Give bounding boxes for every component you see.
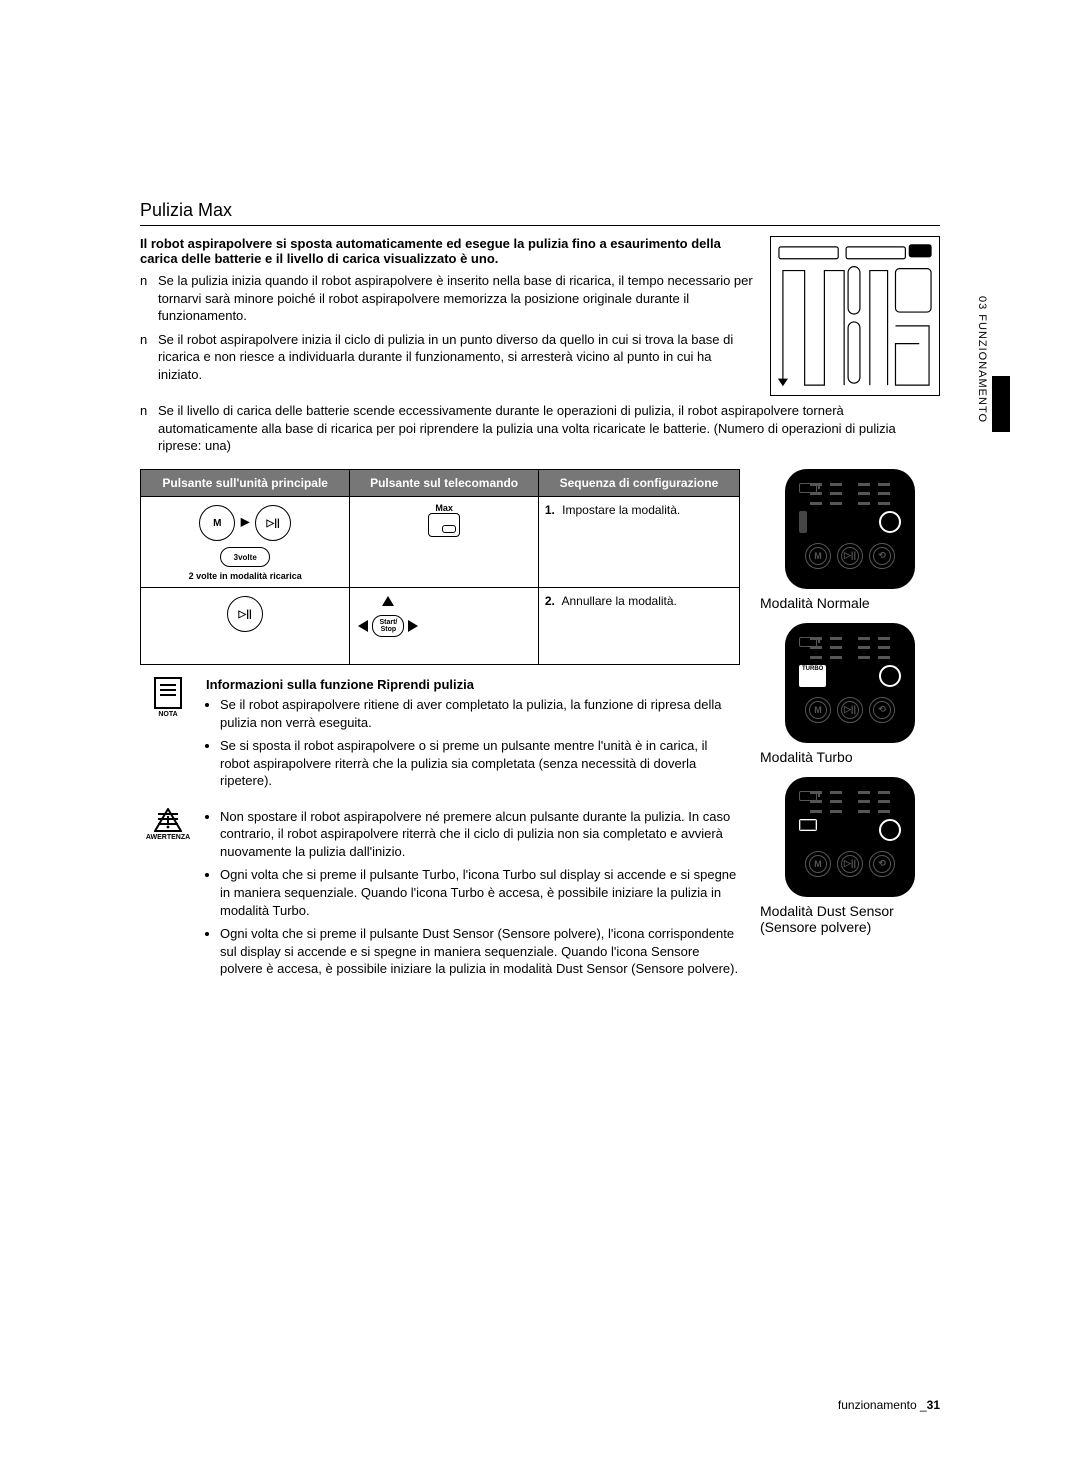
arrow-icon: ▶	[241, 515, 250, 529]
display-panel-turbo: TURBO M▷||⟲	[785, 623, 915, 743]
bullet-text: Se la pulizia inizia quando il robot asp…	[158, 272, 754, 325]
cleaning-pattern-diagram	[770, 236, 940, 396]
panel-play-button: ▷||	[837, 543, 863, 569]
side-tab-label: 03 FUNZIONAMENTO	[976, 296, 988, 423]
display-panel-dust: M▷||⟲	[785, 777, 915, 897]
play-pause-button-icon: ▷||	[255, 505, 291, 541]
cycle-icon	[879, 819, 901, 841]
section-title: Pulizia Max	[140, 200, 940, 226]
intro-bold: Il robot aspirapolvere si sposta automat…	[140, 236, 754, 266]
turbo-indicator-on: TURBO	[799, 665, 826, 687]
play-pause-button-icon: ▷||	[227, 596, 263, 632]
step-number: 2.	[545, 594, 559, 608]
max-button-icon	[428, 513, 460, 537]
cell-unit: ▷||	[141, 588, 350, 665]
page-number: 31	[927, 1398, 940, 1412]
panel-m-button: M	[805, 543, 831, 569]
warning-icon	[154, 808, 182, 832]
cell-unit: M ▶ ▷|| 3volte 2 volte in modalità ricar…	[141, 497, 350, 588]
dust-sensor-icon	[799, 819, 817, 831]
note-item: Se il robot aspirapolvere ritiene di ave…	[220, 696, 740, 731]
th-config: Sequenza di configurazione	[538, 469, 739, 496]
remote-dpad-icon: Start/ Stop	[356, 594, 420, 658]
panel-play-button: ▷||	[837, 851, 863, 877]
panel-play-button: ▷||	[837, 697, 863, 723]
full-bullets: nSe il livello di carica delle batterie …	[140, 402, 940, 455]
warning-item: Non spostare il robot aspirapolvere né p…	[220, 808, 740, 861]
unit-note: 2 volte in modalità ricarica	[189, 571, 302, 581]
panel-m-button: M	[805, 851, 831, 877]
cycle-icon	[879, 665, 901, 687]
bullet-text: Se il robot aspirapolvere inizia il cicl…	[158, 331, 754, 384]
mode-button-icon: M	[199, 505, 235, 541]
bullet-marker: n	[140, 331, 158, 384]
turbo-indicator-off	[799, 511, 807, 533]
display-panel-normal: M▷||⟲	[785, 469, 915, 589]
mode-label-dust: Modalità Dust Sensor (Sensore polvere)	[760, 903, 940, 935]
warning-body: Non spostare il robot aspirapolvere né p…	[206, 808, 740, 984]
panel-m-button: M	[805, 697, 831, 723]
side-tab: 03 FUNZIONAMENTO	[976, 296, 1010, 432]
note-icon-label: NOTA	[140, 711, 196, 718]
th-unit: Pulsante sull'unità principale	[141, 469, 350, 496]
cell-config: 2. Annullare la modalità.	[538, 588, 739, 665]
footer-text: funzionamento _	[838, 1398, 927, 1412]
max-label: Max	[435, 503, 453, 513]
control-table: Pulsante sull'unità principale Pulsante …	[140, 469, 740, 665]
start-stop-label: Start/ Stop	[372, 615, 404, 637]
cell-config: 1. Impostare la modalità.	[538, 497, 739, 588]
narrow-bullets: nSe la pulizia inizia quando il robot as…	[140, 272, 754, 383]
two-columns: Pulsante sull'unità principale Pulsante …	[140, 469, 940, 984]
bullet-text: Se il livello di carica delle batterie s…	[158, 402, 940, 455]
intro-row: Il robot aspirapolvere si sposta automat…	[140, 236, 940, 396]
footer: funzionamento _31	[838, 1398, 940, 1412]
note-item: Se si sposta il robot aspirapolvere o si…	[220, 737, 740, 790]
panel-home-button: ⟲	[869, 697, 895, 723]
warning-icon-label: AWERTENZA	[140, 834, 196, 841]
cycle-icon	[879, 511, 901, 533]
side-tab-marker	[992, 376, 1010, 432]
step-number: 1.	[545, 503, 559, 517]
bullet-marker: n	[140, 272, 158, 325]
th-remote: Pulsante sul telecomando	[350, 469, 538, 496]
table-row: ▷|| Start/ Stop 2. Annullare la mo	[141, 588, 740, 665]
note-heading: Informazioni sulla funzione Riprendi pul…	[206, 677, 740, 692]
panel-home-button: ⟲	[869, 851, 895, 877]
note-icon	[154, 677, 182, 709]
left-column: Pulsante sull'unità principale Pulsante …	[140, 469, 740, 984]
cell-remote: Start/ Stop	[350, 588, 538, 665]
warning-item: Ogni volta che si preme il pulsante Dust…	[220, 925, 740, 978]
step-text: Impostare la modalità.	[562, 503, 680, 517]
mode-label-normal: Modalità Normale	[760, 595, 940, 611]
bullet-marker: n	[140, 402, 158, 455]
intro-text: Il robot aspirapolvere si sposta automat…	[140, 236, 754, 396]
times-label: 3volte	[220, 547, 270, 567]
note-body: Informazioni sulla funzione Riprendi pul…	[206, 677, 740, 796]
page: Pulizia Max Il robot aspirapolvere si sp…	[0, 0, 1080, 984]
warning-item: Ogni volta che si preme il pulsante Turb…	[220, 866, 740, 919]
mode-label-turbo: Modalità Turbo	[760, 749, 940, 765]
right-column: M▷||⟲ Modalità Normale TURBO M▷||⟲ Modal…	[760, 469, 940, 984]
cell-remote: Max	[350, 497, 538, 588]
table-row: M ▶ ▷|| 3volte 2 volte in modalità ricar…	[141, 497, 740, 588]
panel-home-button: ⟲	[869, 543, 895, 569]
warning-block: AWERTENZA Non spostare il robot aspirapo…	[140, 808, 740, 984]
step-text: Annullare la modalità.	[561, 594, 676, 608]
note-block: NOTA Informazioni sulla funzione Riprend…	[140, 677, 740, 796]
